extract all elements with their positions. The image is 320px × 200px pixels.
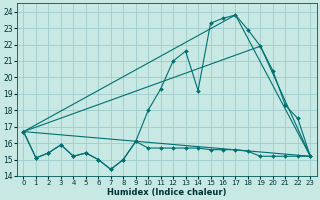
X-axis label: Humidex (Indice chaleur): Humidex (Indice chaleur) — [107, 188, 227, 197]
